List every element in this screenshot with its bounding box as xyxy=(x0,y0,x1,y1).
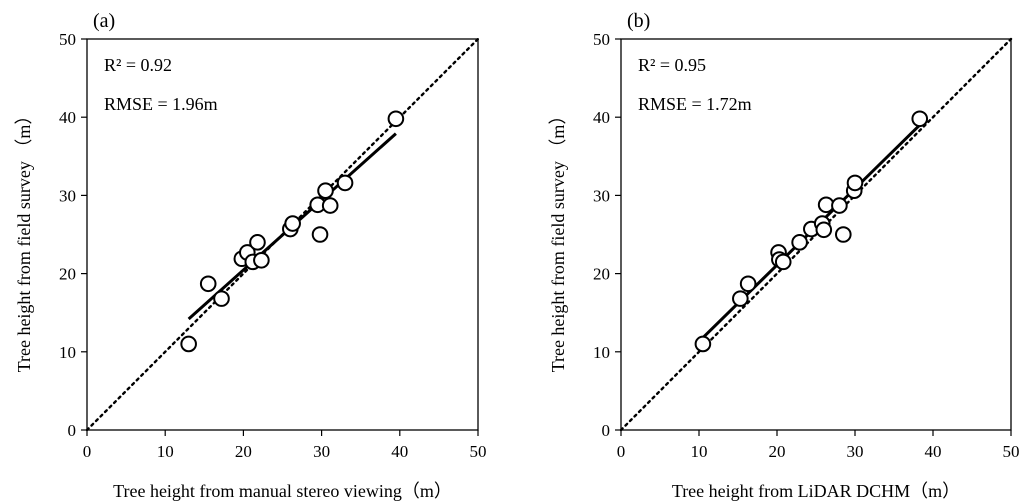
panel-label: (a) xyxy=(93,10,115,32)
y-tick-label: 0 xyxy=(602,421,611,440)
x-tick-label: 10 xyxy=(691,442,708,461)
data-point xyxy=(317,182,334,200)
x-tick-label: 30 xyxy=(313,442,330,461)
rmse-label: RMSE = 1.72m xyxy=(638,94,752,114)
data-point xyxy=(311,226,329,243)
x-tick-label: 10 xyxy=(157,442,174,461)
chart-panel-a: 0 10 20 30 40 50 0 10 20 30 40 50 Tree height from m… xyxy=(14,10,487,501)
x-tick-label: 50 xyxy=(470,442,487,461)
data-point xyxy=(253,252,270,269)
data-point xyxy=(732,290,749,307)
y-tick-label: 20 xyxy=(59,265,76,284)
y-tick-label: 10 xyxy=(593,343,610,362)
data-point xyxy=(815,221,833,239)
data-point xyxy=(846,174,864,192)
panel-label: (b) xyxy=(627,10,650,32)
x-tick-label: 40 xyxy=(391,442,408,461)
y-tick-label: 10 xyxy=(59,343,76,362)
rmse-label: RMSE = 1.96m xyxy=(104,94,218,114)
data-point xyxy=(831,197,848,214)
x-axis-label: Tree height from manual stereo viewing（m… xyxy=(113,481,452,501)
data-point xyxy=(739,275,757,293)
x-tick-label: 20 xyxy=(769,442,786,461)
data-point xyxy=(321,197,339,214)
y-axis-label: Tree height from field survey （m） xyxy=(548,107,568,373)
data-point xyxy=(180,335,197,353)
data-point xyxy=(213,290,230,307)
y-tick-label: 30 xyxy=(59,186,76,205)
data-point xyxy=(387,110,405,128)
data-point xyxy=(835,226,852,243)
data-point xyxy=(694,335,712,353)
y-axis-label: Tree height from field survey （m） xyxy=(14,107,34,373)
data-point xyxy=(284,215,301,232)
r-squared-label: R² = 0.95 xyxy=(638,55,706,75)
data-point xyxy=(199,275,217,293)
data-point xyxy=(336,174,354,192)
y-tick-label: 50 xyxy=(59,30,76,49)
y-tick-label: 40 xyxy=(593,108,610,127)
x-tick-label: 30 xyxy=(847,442,864,461)
chart-panel-b: 0 10 20 30 40 50 0 10 20 30 40 50 Tree height from L… xyxy=(548,10,1020,501)
x-tick-label: 20 xyxy=(235,442,252,461)
y-tick-label: 30 xyxy=(593,186,610,205)
x-tick-label: 40 xyxy=(925,442,942,461)
data-point xyxy=(249,234,266,251)
x-tick-label: 0 xyxy=(83,442,92,461)
x-axis-label: Tree height from LiDAR DCHM（m） xyxy=(672,481,960,501)
y-tick-label: 0 xyxy=(68,421,77,440)
plot-frame xyxy=(86,38,479,431)
x-tick-label: 0 xyxy=(617,442,626,461)
data-point xyxy=(791,234,808,251)
data-point xyxy=(774,253,792,271)
data-point xyxy=(911,110,929,128)
r-squared-label: R² = 0.92 xyxy=(104,55,172,75)
y-tick-label: 50 xyxy=(593,30,610,49)
plot-frame xyxy=(620,38,1012,431)
x-tick-label: 50 xyxy=(1003,442,1020,461)
y-tick-label: 40 xyxy=(59,108,76,127)
y-tick-label: 20 xyxy=(593,265,610,284)
